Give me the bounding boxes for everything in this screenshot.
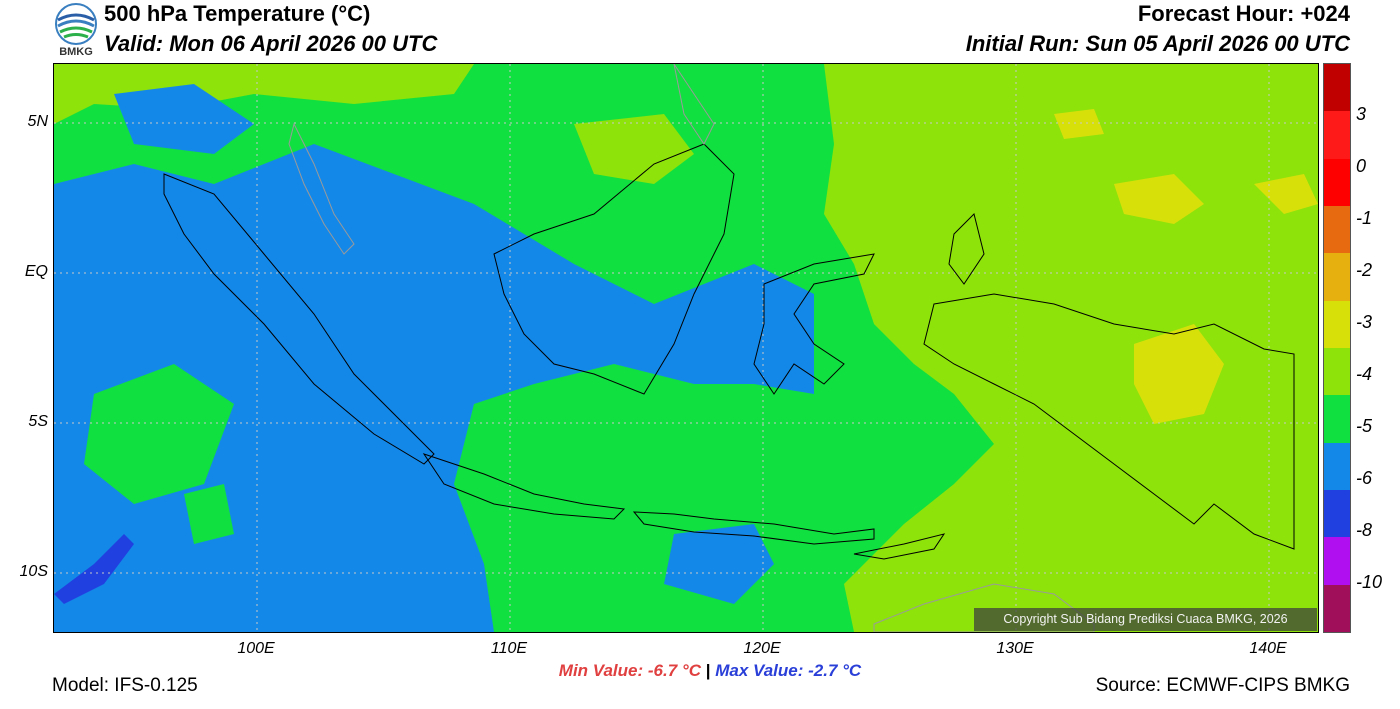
colorbar-label-minus6: -6 [1356,468,1373,488]
colorbar-label-0: 0 [1356,156,1367,176]
colorbar-label-minus4: -4 [1356,364,1373,384]
colorbar-segment [1324,205,1350,254]
lat-label-5s: 5S [28,413,48,430]
lon-label-100e: 100E [237,640,275,657]
colorbar [1323,63,1351,633]
colorbar-label-minus8: -8 [1356,520,1373,540]
field-band-minus3-west [54,64,474,124]
colorbar-segment [1324,64,1350,112]
source-label: Source: ECMWF-CIPS BMKG [1095,675,1350,696]
colorbar-segment [1324,395,1350,443]
bmkg-logo: BMKG [52,2,100,58]
colorbar-segment [1324,253,1350,301]
min-value: Min Value: -6.7 °C [558,661,701,680]
stats-separator: | [705,661,711,680]
colorbar-label-minus1: -1 [1356,208,1373,228]
min-max-values: Min Value: -6.7 °C | Max Value: -2.7 °C [430,661,990,681]
initial-run: Initial Run: Sun 05 April 2026 00 UTC [965,31,1350,56]
forecast-hour: Forecast Hour: +024 [1137,1,1350,26]
field-band-minus2 [1134,324,1224,424]
valid-time: Valid: Mon 06 April 2026 00 UTC [104,31,438,56]
colorbar-segment [1324,300,1350,348]
copyright-note: Copyright Sub Bidang Prediksi Cuaca BMKG… [974,608,1317,631]
colorbar-segment [1324,111,1350,159]
colorbar-label-minus5: -5 [1356,416,1373,436]
model-label: Model: IFS-0.125 [52,675,198,696]
lon-label-140e: 140E [1249,640,1287,657]
colorbar-segment [1324,347,1350,396]
field-band-minus6 [54,534,134,604]
lon-label-120e: 120E [743,640,781,657]
colorbar-label-minus3: -3 [1356,312,1373,332]
lat-label-eq: EQ [24,263,48,280]
field-band-minus3 [824,64,1318,632]
colorbar-segment [1324,584,1350,632]
lat-label-10s: 10S [19,563,48,580]
colorbar-segment [1324,442,1350,490]
lat-label-5n: 5N [27,113,48,130]
temperature-map [53,63,1319,633]
logo-text: BMKG [59,46,93,58]
lon-label-110e: 110E [490,640,528,657]
colorbar-label-minus2: -2 [1356,260,1373,280]
graticule [54,64,1318,632]
chart-title: 500 hPa Temperature (°C) [104,1,371,26]
lon-label-130e: 130E [996,640,1034,657]
max-value: Max Value: -2.7 °C [715,661,862,680]
colorbar-segment [1324,158,1350,206]
colorbar-segment [1324,537,1350,585]
colorbar-segment [1324,489,1350,538]
coastlines [163,64,1295,632]
colorbar-label-3: 3 [1356,104,1367,124]
field-band-minus5 [54,144,814,632]
colorbar-label-minus10: -10 [1356,572,1383,592]
